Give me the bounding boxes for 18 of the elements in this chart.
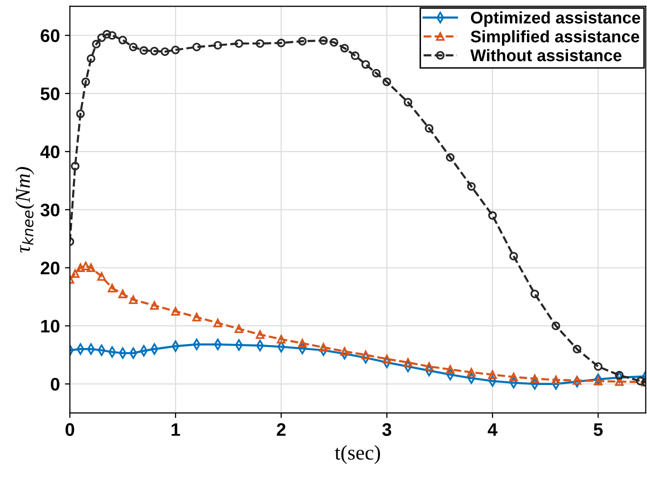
x-tick-label: 1 — [172, 423, 180, 436]
legend-label: Without assistance — [470, 49, 622, 62]
legend-label: Simplified assistance — [470, 30, 640, 46]
y-tick-label: 20 — [40, 262, 60, 274]
x-tick-label: 0 — [66, 423, 74, 436]
y-tick-label: 40 — [40, 145, 60, 158]
y-tick-label: 60 — [40, 29, 60, 42]
x-tick-label: 3 — [382, 423, 392, 436]
y-tick-label: 10 — [41, 320, 60, 333]
x-tick-label: 5 — [594, 423, 603, 436]
y-tick-label: 50 — [40, 87, 60, 100]
y-tick-label: 0 — [50, 378, 60, 391]
legend-label: Optimized assistance — [470, 11, 640, 27]
x-tick-label: 2 — [276, 423, 286, 436]
x-axis-title: t(sec) — [334, 445, 380, 464]
y-axis-title: τ$_{knee}$(Nm) — [15, 167, 34, 253]
x-tick-label: 4 — [488, 423, 498, 436]
y-tick-label: 30 — [40, 204, 60, 216]
